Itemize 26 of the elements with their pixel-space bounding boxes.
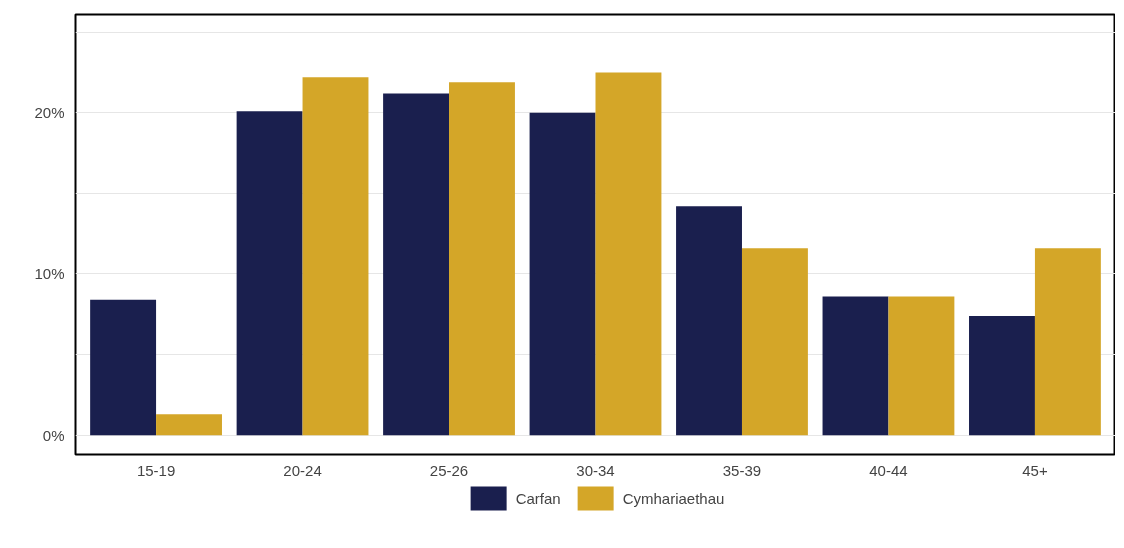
x-tick-label: 35-39: [722, 461, 762, 479]
bar: [1034, 248, 1101, 436]
x-tick-label: 25-26: [429, 461, 469, 479]
bar: [676, 206, 742, 436]
legend-label: Carfan: [515, 489, 561, 507]
bar: [302, 77, 369, 436]
y-tick-label: 0%: [42, 426, 65, 444]
bar: [236, 111, 303, 436]
bar: [595, 72, 662, 436]
bar: [449, 82, 515, 436]
x-tick-label: 45+: [1022, 461, 1048, 479]
bar: [90, 299, 157, 436]
x-tick-label: 40-44: [869, 461, 908, 479]
x-tick-label: 20-24: [283, 461, 322, 479]
bar: [383, 93, 450, 436]
bar: [156, 414, 222, 436]
bar: [822, 296, 889, 436]
y-tick-label: 10%: [34, 265, 65, 283]
bar: [888, 296, 955, 436]
bar: [741, 248, 808, 436]
y-tick-label: 20%: [34, 104, 65, 122]
x-tick-label: 30-34: [576, 461, 615, 479]
bar: [969, 315, 1035, 436]
legend-label: Cymhariaethau: [622, 489, 725, 507]
x-tick-label: 15-19: [136, 461, 176, 479]
bar: [529, 112, 596, 436]
